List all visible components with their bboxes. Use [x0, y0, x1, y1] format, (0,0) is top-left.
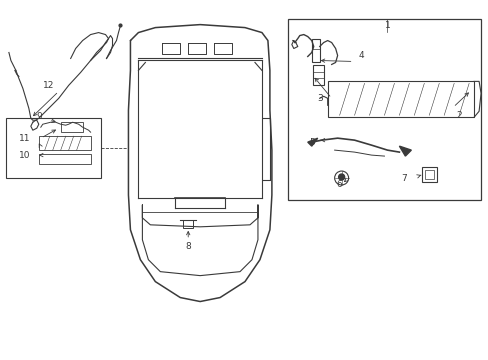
- FancyBboxPatch shape: [287, 19, 480, 200]
- Polygon shape: [307, 138, 317, 146]
- Text: 8: 8: [185, 242, 191, 251]
- Text: 3: 3: [316, 94, 322, 103]
- Text: 1: 1: [384, 21, 389, 30]
- Circle shape: [338, 174, 344, 180]
- Text: 9: 9: [36, 112, 41, 121]
- Text: 12: 12: [43, 81, 54, 90]
- Polygon shape: [399, 146, 410, 156]
- FancyBboxPatch shape: [6, 118, 101, 178]
- Text: 2: 2: [455, 111, 461, 120]
- Text: 11: 11: [19, 134, 31, 143]
- Text: 10: 10: [19, 150, 31, 159]
- Text: 5: 5: [308, 138, 314, 147]
- Text: 7: 7: [401, 174, 407, 183]
- FancyBboxPatch shape: [183, 220, 193, 228]
- Text: 6: 6: [336, 180, 342, 189]
- Text: 4: 4: [358, 51, 364, 60]
